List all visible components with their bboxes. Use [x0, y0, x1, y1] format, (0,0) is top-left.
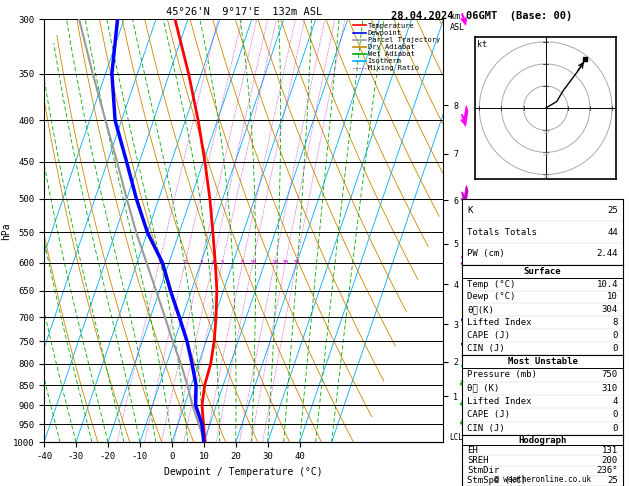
Text: Pressure (mb): Pressure (mb)	[467, 370, 537, 380]
Text: 0: 0	[613, 410, 618, 419]
Text: 2.44: 2.44	[596, 249, 618, 259]
Text: Totals Totals: Totals Totals	[467, 227, 537, 237]
Text: 10: 10	[249, 260, 257, 265]
Text: 310: 310	[602, 383, 618, 393]
Text: 200: 200	[602, 456, 618, 465]
Legend: Temperature, Dewpoint, Parcel Trajectory, Dry Adiabat, Wet Adiabat, Isotherm, Mi: Temperature, Dewpoint, Parcel Trajectory…	[353, 23, 440, 71]
Text: CIN (J): CIN (J)	[467, 424, 504, 433]
Text: LCL: LCL	[450, 433, 464, 442]
Text: 2: 2	[183, 260, 187, 265]
Text: CAPE (J): CAPE (J)	[467, 410, 510, 419]
Text: 5: 5	[220, 260, 224, 265]
Text: 304: 304	[602, 305, 618, 314]
Text: 30: 30	[542, 174, 549, 179]
Text: 4: 4	[211, 260, 214, 265]
Text: 28.04.2024  06GMT  (Base: 00): 28.04.2024 06GMT (Base: 00)	[391, 11, 572, 21]
Text: Hodograph: Hodograph	[518, 435, 567, 445]
Text: 1: 1	[157, 260, 161, 265]
Text: 10: 10	[542, 130, 549, 135]
Text: SREH: SREH	[467, 456, 489, 465]
Text: 0: 0	[613, 331, 618, 340]
Text: km
ASL: km ASL	[450, 12, 465, 32]
Text: StmDir: StmDir	[467, 466, 499, 475]
Text: 20: 20	[282, 260, 289, 265]
Text: Surface: Surface	[524, 267, 561, 276]
Text: 8: 8	[613, 318, 618, 327]
Text: 25: 25	[292, 260, 300, 265]
Text: 8: 8	[241, 260, 245, 265]
Text: 10: 10	[607, 293, 618, 301]
Text: 25: 25	[607, 206, 618, 215]
Text: 44: 44	[607, 227, 618, 237]
Text: 131: 131	[602, 446, 618, 455]
Text: 20: 20	[542, 153, 549, 157]
Text: Most Unstable: Most Unstable	[508, 357, 577, 366]
Text: 0: 0	[613, 424, 618, 433]
Text: 10.4: 10.4	[596, 279, 618, 289]
Text: θᴄ(K): θᴄ(K)	[467, 305, 494, 314]
Text: kt: kt	[477, 39, 487, 49]
Text: CIN (J): CIN (J)	[467, 344, 504, 353]
Y-axis label: hPa: hPa	[1, 222, 11, 240]
Text: 25: 25	[607, 476, 618, 486]
X-axis label: Dewpoint / Temperature (°C): Dewpoint / Temperature (°C)	[164, 467, 323, 477]
Text: CAPE (J): CAPE (J)	[467, 331, 510, 340]
Text: 750: 750	[602, 370, 618, 380]
Text: Temp (°C): Temp (°C)	[467, 279, 516, 289]
Text: StmSpd (kt): StmSpd (kt)	[467, 476, 526, 486]
Text: Lifted Index: Lifted Index	[467, 318, 532, 327]
Text: Lifted Index: Lifted Index	[467, 397, 532, 406]
Text: PW (cm): PW (cm)	[467, 249, 504, 259]
Text: 0: 0	[613, 344, 618, 353]
Text: 16: 16	[271, 260, 279, 265]
Text: K: K	[467, 206, 472, 215]
Text: Dewp (°C): Dewp (°C)	[467, 293, 516, 301]
Text: 3: 3	[199, 260, 203, 265]
Text: 236°: 236°	[596, 466, 618, 475]
Text: 4: 4	[613, 397, 618, 406]
Text: θᴄ (K): θᴄ (K)	[467, 383, 499, 393]
Text: © weatheronline.co.uk: © weatheronline.co.uk	[494, 474, 591, 484]
Text: EH: EH	[467, 446, 478, 455]
Title: 45°26'N  9°17'E  132m ASL: 45°26'N 9°17'E 132m ASL	[165, 7, 322, 17]
